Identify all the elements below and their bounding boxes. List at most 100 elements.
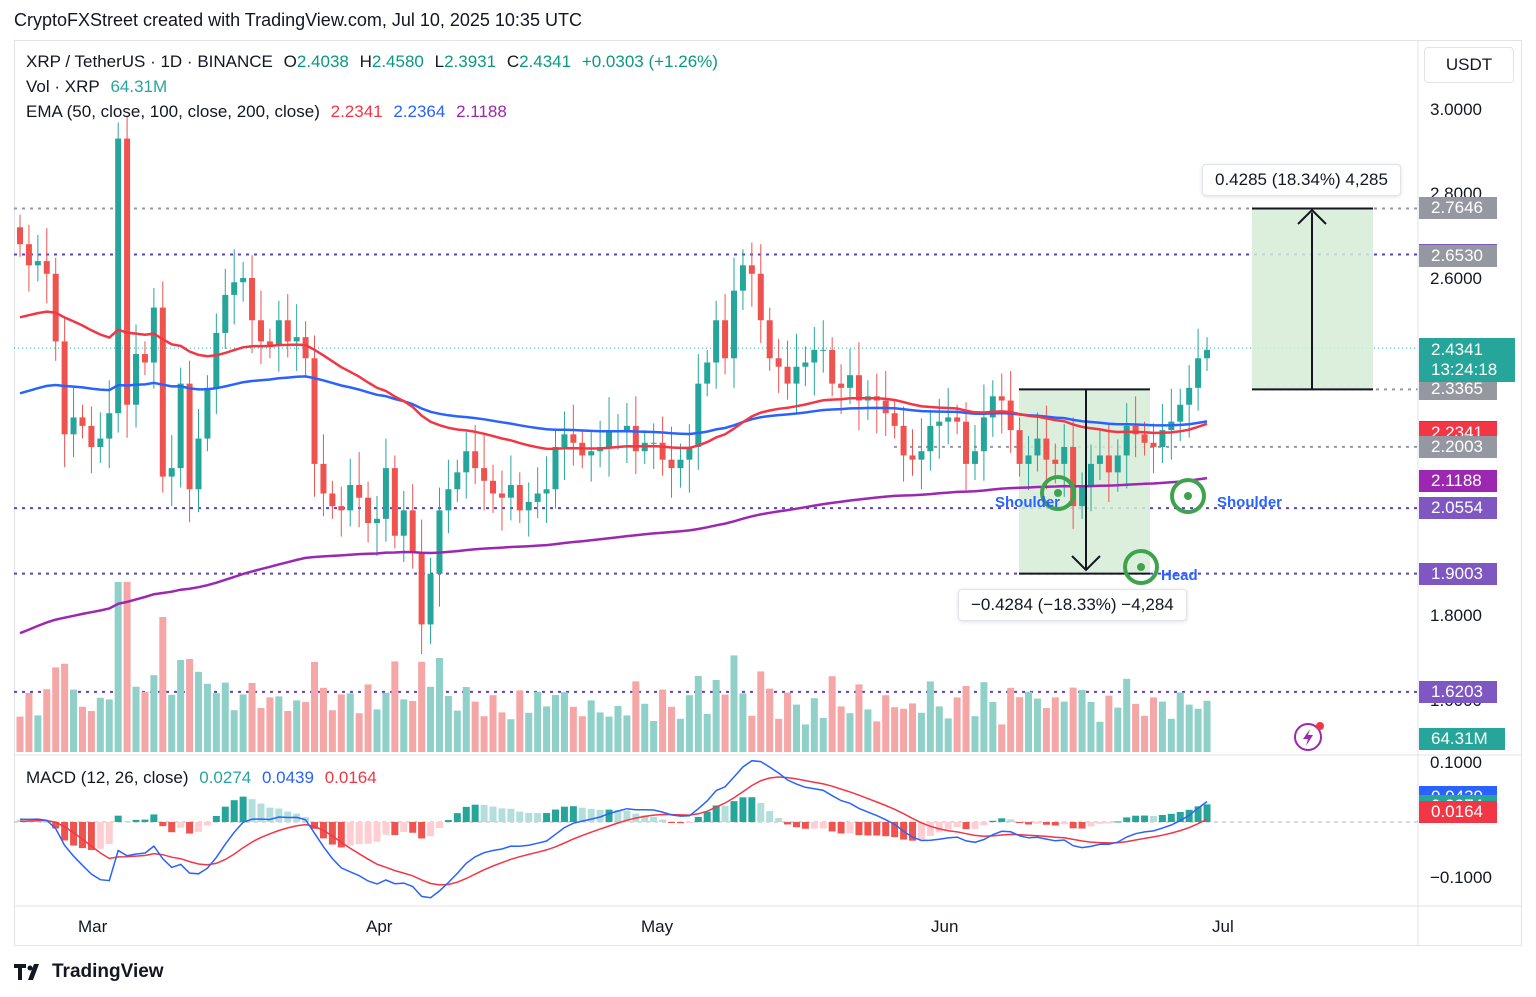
macd-line (19, 759, 1208, 899)
candle (141, 354, 148, 363)
candle (418, 552, 425, 625)
macd-histogram-bar (1141, 815, 1149, 822)
x-axis-label: Mar (78, 917, 108, 936)
candle (1061, 447, 1068, 464)
candle (338, 506, 345, 511)
volume-bar (105, 699, 113, 752)
macd-histogram-bar (1078, 822, 1086, 829)
currency-button[interactable]: USDT (1424, 47, 1514, 83)
volume-bar (694, 676, 702, 752)
last-price-tag: 2.4341 13:24:18 (1419, 338, 1515, 382)
candle (971, 451, 978, 464)
macd-histogram-bar (346, 822, 354, 846)
candle (838, 383, 845, 388)
candle (1034, 438, 1041, 456)
volume-bar (989, 702, 997, 752)
macd-histogram-bar (52, 822, 60, 829)
volume-bar (605, 716, 613, 752)
macd-histogram-bar (1149, 815, 1157, 822)
legend-macd: MACD (12, 26, close) 0.0274 0.0439 0.016… (26, 768, 377, 787)
candle (668, 459, 675, 469)
macd-histogram-bar (444, 820, 452, 822)
candle (623, 425, 630, 431)
candle (784, 366, 791, 384)
volume-bar (614, 706, 622, 752)
macd-histogram-bar (364, 822, 372, 844)
macd-histogram-bar (569, 806, 577, 822)
volume-bar (578, 716, 586, 752)
candle (159, 307, 166, 477)
candle (552, 447, 559, 490)
volume-bar (873, 721, 881, 752)
candle (463, 451, 470, 473)
volume-bar (1185, 704, 1193, 752)
volume-bar (498, 712, 506, 752)
macd-histogram-bar (1105, 822, 1113, 824)
volume-bar (1203, 700, 1211, 752)
left-shoulder-label: Shoulder (995, 494, 1060, 511)
legend-macd-signal: 0.0164 (324, 768, 377, 787)
legend-volume: Vol · XRP 64.31M (26, 77, 168, 96)
volume-bar (123, 582, 131, 752)
macd-histogram-bar (78, 822, 86, 849)
candle (1088, 463, 1094, 486)
candle (213, 332, 220, 388)
macd-histogram-bar (882, 822, 890, 837)
volume-bar (659, 689, 667, 752)
candle (43, 261, 50, 274)
volume-bar (552, 695, 559, 752)
volume-bar (52, 667, 60, 752)
candle (1204, 349, 1211, 359)
candle (1070, 447, 1077, 507)
volume-bar (78, 706, 86, 752)
volume-bar (685, 695, 693, 752)
candle (472, 451, 479, 469)
volume-bar (186, 659, 194, 752)
macd-histogram-bar (453, 813, 461, 822)
x-axis-label: Apr (366, 917, 393, 936)
volume-bar (87, 711, 95, 752)
candle (731, 290, 737, 359)
volume-bar (61, 663, 69, 752)
candle (284, 320, 291, 342)
macd-histogram-bar (998, 818, 1006, 822)
macd-histogram-bar (1007, 819, 1015, 822)
macd-histogram-bar (739, 797, 747, 822)
ema-lines (19, 310, 1208, 635)
legend-low: 2.3931 (444, 52, 497, 71)
legend-macd-hist: 0.0274 (199, 768, 252, 787)
macd-histogram-bar (534, 813, 542, 822)
macd-histogram-bar (96, 822, 104, 849)
macd-histogram-bar (935, 822, 943, 833)
legend-ema200: 2.1188 (456, 102, 507, 121)
volume-bar (132, 686, 140, 752)
left-shoulder-marker-dot (1054, 489, 1062, 497)
macd-histogram-bar (864, 822, 872, 836)
macd-histogram-bar (159, 822, 167, 827)
volume-bar (891, 707, 899, 752)
candle (257, 320, 264, 342)
macd-histogram-bar (248, 799, 256, 822)
macd-histogram-bar (1167, 813, 1175, 822)
macd-histogram-bar (810, 822, 818, 829)
candle (177, 383, 184, 469)
volume-bar (1016, 697, 1024, 752)
candle (695, 383, 702, 447)
candle (954, 417, 961, 422)
volume-bar (1132, 703, 1140, 752)
tradingview-logo[interactable]: TradingView (14, 961, 164, 983)
price-tag: 2.3365 (1419, 378, 1497, 401)
macd-histogram-bar (730, 801, 738, 822)
candle (1159, 430, 1166, 447)
volume-bar (311, 662, 319, 752)
macd-histogram-bar (1042, 822, 1050, 825)
macd-histogram-bar (596, 809, 604, 822)
macd-histogram-bar (552, 809, 559, 822)
macd-histogram-bar (971, 822, 979, 829)
macd-histogram-bar (382, 822, 390, 835)
macd-histogram-bar (1096, 822, 1104, 824)
candle (686, 447, 693, 460)
candle (436, 510, 443, 574)
candle (516, 485, 523, 511)
